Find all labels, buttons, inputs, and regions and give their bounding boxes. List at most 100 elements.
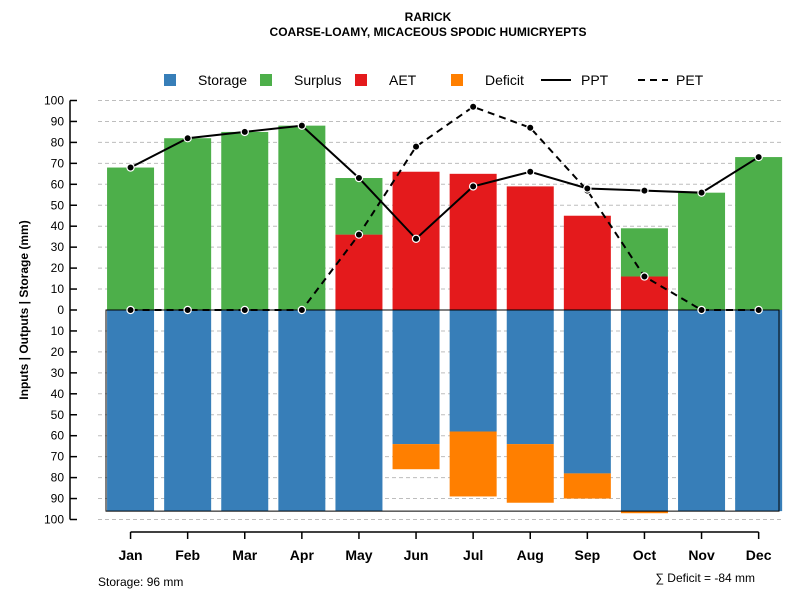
- y-tick-label: 60: [51, 177, 65, 191]
- y-tick-label: 90: [51, 492, 65, 506]
- y-tick-label: 100: [44, 94, 64, 108]
- legend-label-pet: PET: [676, 72, 704, 88]
- pet-point-apr: [297, 305, 307, 315]
- y-tick-label: 40: [51, 219, 65, 233]
- x-tick-label-feb: Feb: [175, 547, 200, 563]
- chart-title: RARICK: [405, 10, 452, 24]
- x-tick-label-sep: Sep: [575, 547, 601, 563]
- ppt-point-feb: [183, 134, 192, 143]
- storage-note: Storage: 96 mm: [98, 575, 183, 589]
- x-tick-label-jul: Jul: [463, 547, 483, 563]
- bar-storage-jan: [107, 310, 155, 512]
- x-tick-label-jun: Jun: [404, 547, 429, 563]
- bar-deficit-jun: [392, 444, 440, 470]
- storage-capacity-box: [105, 309, 780, 512]
- y-tick-label: 50: [51, 408, 65, 422]
- pet-point-mar: [240, 305, 249, 315]
- ppt-point-sep: [583, 184, 592, 193]
- pet-point-nov: [697, 305, 706, 315]
- x-tick-label-apr: Apr: [290, 547, 315, 563]
- x-tick-label-oct: Oct: [633, 547, 657, 563]
- legend-label-ppt: PPT: [581, 72, 609, 88]
- y-tick-label: 30: [51, 240, 65, 254]
- ppt-point-jun: [411, 234, 421, 243]
- y-tick-label: 80: [51, 471, 65, 485]
- ppt-point-mar: [240, 127, 249, 137]
- pet-point-dec: [754, 305, 763, 315]
- y-tick-label: 0: [57, 303, 64, 317]
- y-axis: 1009080706050403020100102030405060708090…: [44, 94, 77, 527]
- x-tick-label-dec: Dec: [746, 547, 772, 563]
- pet-point-oct: [640, 272, 649, 281]
- y-tick-label: 80: [51, 135, 65, 149]
- bar-storage-jul: [449, 310, 497, 432]
- y-tick-label: 20: [51, 261, 65, 275]
- ppt-point-nov: [697, 188, 706, 197]
- bars: [107, 125, 783, 514]
- bar-surplus-apr: [278, 125, 326, 310]
- y-tick-label: 70: [51, 450, 65, 464]
- ppt-point-aug: [526, 167, 535, 176]
- y-tick-label: 10: [51, 324, 65, 338]
- bar-deficit-aug: [506, 444, 554, 503]
- ppt-point-apr: [297, 121, 307, 130]
- bar-storage-jun: [392, 310, 440, 445]
- y-tick-label: 20: [51, 345, 65, 359]
- y-axis-label: Inputs | Outputs | Storage (mm): [17, 220, 31, 399]
- pet-point-aug: [526, 123, 535, 132]
- ppt-point-jan: [126, 163, 135, 172]
- deficit-note: ∑ Deficit = -84 mm: [655, 571, 755, 585]
- pet-point-jun: [411, 142, 421, 151]
- legend-swatch-aet: [355, 74, 367, 86]
- legend-label-storage: Storage: [198, 72, 247, 88]
- x-tick-label-may: May: [345, 547, 372, 563]
- y-tick-label: 40: [51, 387, 65, 401]
- x-axis: Jan Feb Mar Apr May Jun Jul Aug Sep Oct Nov Dec: [118, 531, 772, 563]
- x-tick-label-nov: Nov: [688, 547, 715, 563]
- bar-aet-sep: [563, 215, 611, 310]
- y-tick-label: 60: [51, 429, 65, 443]
- bar-deficit-oct: [620, 511, 668, 514]
- x-tick-label-jan: Jan: [118, 547, 142, 563]
- bar-surplus-jan: [107, 167, 155, 310]
- ppt-point-jul: [468, 182, 478, 191]
- bar-storage-nov: [678, 310, 726, 512]
- bar-storage-apr: [278, 310, 326, 512]
- ppt-point-oct: [640, 186, 649, 195]
- bar-aet-oct: [620, 276, 668, 310]
- bar-storage-sep: [563, 310, 611, 474]
- y-tick-label: 10: [51, 282, 65, 296]
- legend-label-surplus: Surplus: [294, 72, 341, 88]
- bar-aet-aug: [506, 186, 554, 310]
- pet-point-jul: [468, 102, 478, 111]
- legend-swatch-deficit: [451, 74, 463, 86]
- bar-aet-may: [335, 234, 383, 310]
- bar-deficit-sep: [563, 473, 611, 499]
- bar-storage-aug: [506, 310, 554, 445]
- bar-storage-may: [335, 310, 383, 512]
- bar-surplus-dec: [735, 157, 783, 310]
- bar-deficit-jul: [449, 431, 497, 497]
- bar-storage-feb: [164, 310, 212, 512]
- pet-point-may: [354, 230, 364, 239]
- bar-surplus-mar: [221, 131, 269, 310]
- gridlines: [98, 100, 784, 520]
- legend-swatch-surplus: [260, 74, 272, 86]
- x-tick-label-aug: Aug: [517, 547, 544, 563]
- x-tick-label-mar: Mar: [232, 547, 257, 563]
- ppt-line: [130, 124, 760, 241]
- bar-storage-oct: [620, 310, 668, 512]
- pet-point-feb: [183, 305, 192, 315]
- ppt-point-dec: [754, 152, 763, 162]
- chart-subtitle: COARSE-LOAMY, MICACEOUS SPODIC HUMICRYEP…: [270, 25, 587, 39]
- bar-surplus-nov: [678, 192, 726, 310]
- legend-label-aet: AET: [389, 72, 417, 88]
- y-tick-label: 100: [44, 513, 64, 527]
- pet-point-jan: [126, 305, 135, 315]
- y-tick-label: 30: [51, 366, 65, 380]
- series-lines: [126, 102, 763, 315]
- bar-storage-mar: [221, 310, 269, 512]
- legend-swatch-storage: [164, 74, 176, 86]
- pet-line: [130, 105, 759, 311]
